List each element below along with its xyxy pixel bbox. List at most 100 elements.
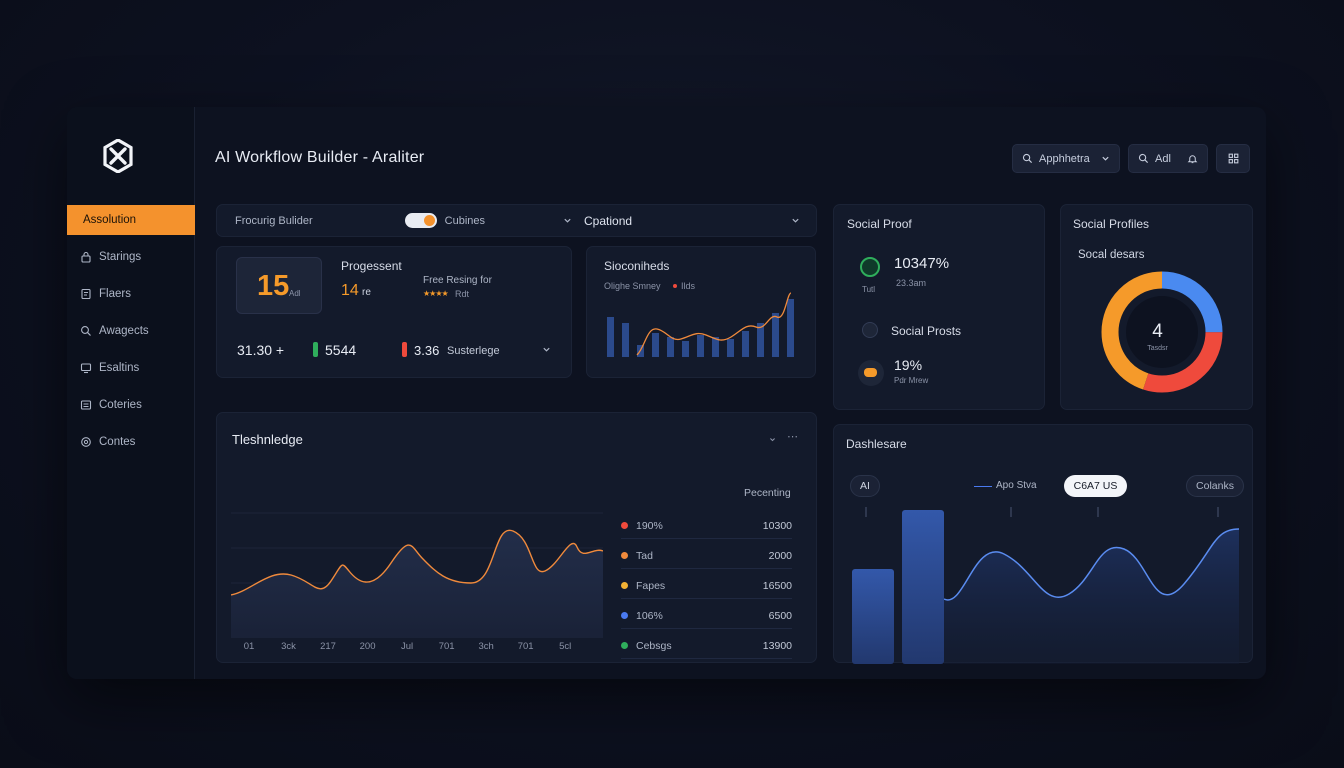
legend-row: 190% 10300 <box>621 513 792 539</box>
colanks-pill-label: Colanks <box>1196 480 1234 492</box>
legend-value: 6500 <box>768 609 792 622</box>
mini-bar <box>622 323 629 357</box>
legend-row: 106% 6500 <box>621 603 792 629</box>
stat-2: 5544 <box>325 342 357 358</box>
x-tick-label: 701 <box>438 641 455 652</box>
search-icon <box>1022 153 1033 164</box>
more-icon[interactable]: ⋯ <box>787 431 798 443</box>
social-profiles-title: Social Profiles <box>1073 217 1150 231</box>
colanks-pill[interactable]: Colanks <box>1186 475 1244 497</box>
sidebar-nav: Assolution Starings Flaers Awagects Esal… <box>67 205 195 464</box>
dash-bar <box>852 569 894 664</box>
stat-3: 3.36 <box>414 343 440 358</box>
progress-value-suffix: re <box>362 287 371 298</box>
sidebar-item-coteries[interactable]: Coteries <box>67 390 195 420</box>
mini-bar <box>787 299 794 357</box>
orange-badge-icon <box>864 368 877 377</box>
toggle-group[interactable]: Cubines <box>404 213 485 228</box>
sidebar-item-awagects[interactable]: Awagects <box>67 316 195 346</box>
legend-swatch <box>621 612 628 619</box>
donut-chart <box>1101 271 1223 393</box>
dashlesare-card: Dashlesare AI Apo Stva C6A7 US Colanks <box>833 424 1253 664</box>
grid-settings-icon <box>1228 153 1238 164</box>
legend-row: Cebsgs 13900 <box>621 633 792 659</box>
sidebar-item-starings[interactable]: Starings <box>67 242 195 272</box>
legend-title: Pecenting <box>744 487 791 499</box>
dropdown-label[interactable]: Cpationd <box>584 213 633 228</box>
sidebar-item-esaltins[interactable]: Esaltins <box>67 353 195 383</box>
social-posts-label: Social Prosts <box>891 324 962 338</box>
area-fill <box>231 530 603 638</box>
trend-line <box>231 529 603 596</box>
chevron-down-icon[interactable] <box>791 216 800 225</box>
sidebar-item-flaers[interactable]: Flaers <box>67 279 195 309</box>
line-chart-card: Tleshnledge ⋯ Pecenting 01 3ck 217 200 Jul 70… <box>216 412 817 663</box>
mini-trend-line <box>636 292 792 356</box>
settings-button[interactable] <box>1216 144 1250 173</box>
promo-sub: Rdt <box>455 289 470 299</box>
user-search-label: Adl <box>1155 152 1171 165</box>
big-number: 15 <box>257 270 290 302</box>
ai-pill-label: AI <box>860 480 870 492</box>
logo-icon[interactable] <box>101 139 135 173</box>
c6a7-button-label: C6A7 US <box>1073 480 1118 492</box>
mini-bar <box>757 323 764 357</box>
x-axis-ticks: 01 3ck 217 200 Jul 701 3ch 701 5cl <box>244 641 589 653</box>
legend-value: 2000 <box>768 549 792 562</box>
legend-label: Fapes <box>636 579 666 592</box>
wave-area <box>944 529 1239 664</box>
search-icon <box>81 326 91 336</box>
social-profiles-card: Social Profiles Socal desars 4 Tasdsr <box>1060 204 1253 410</box>
legend-label: Cebsgs <box>636 639 672 652</box>
search-dropdown-label: Apphhetra <box>1039 152 1090 165</box>
x-tick-label: 5cl <box>559 641 572 652</box>
line-chart-title: Tleshnledge <box>232 432 303 447</box>
chevron-down-icon[interactable] <box>769 435 776 444</box>
toggle-switch[interactable] <box>404 213 437 228</box>
series-line-swatch <box>974 486 992 487</box>
x-tick-label: 3ch <box>478 641 494 652</box>
chevron-down-icon[interactable] <box>563 216 572 225</box>
chat-icon <box>860 257 880 277</box>
bell-icon <box>1187 155 1198 164</box>
x-tick-label: 200 <box>359 641 376 652</box>
dash-bar <box>902 510 944 664</box>
social-stat-2-sub: Pdr Mrew <box>894 376 929 385</box>
ai-pill[interactable]: AI <box>850 475 880 497</box>
donut-center-label: Tasdsr <box>1147 345 1168 352</box>
sidebar-item-assolution[interactable]: Assolution <box>67 205 195 235</box>
x-tick-label: 01 <box>243 641 255 652</box>
sidebar-item-label: Flaers <box>99 288 131 300</box>
legend-value: 10300 <box>762 519 792 532</box>
x-tick-label: 217 <box>320 641 336 652</box>
mini-chart-title: Sioconiheds <box>604 259 670 273</box>
social-stat-1: 10347% <box>894 255 950 272</box>
c6a7-button[interactable]: C6A7 US <box>1064 475 1127 497</box>
donut-segment <box>1101 271 1223 393</box>
chevron-down-icon <box>1102 156 1109 161</box>
big-number-suffix: Adl <box>289 289 301 298</box>
sidebar-item-label: Coteries <box>99 399 142 411</box>
legend-row: Fapes 16500 <box>621 573 792 599</box>
legend-swatch <box>621 552 628 559</box>
search-dropdown[interactable]: Apphhetra <box>1012 144 1120 173</box>
sidebar-item-contes[interactable]: Contes <box>67 427 195 457</box>
mini-bar <box>712 337 719 357</box>
user-search-button[interactable]: Adl <box>1128 144 1208 173</box>
legend-value: 13900 <box>762 639 792 652</box>
sidebar-item-label: Esaltins <box>99 362 140 374</box>
dashlesare-title: Dashlesare <box>846 437 907 451</box>
series-label: Apo Stva <box>996 480 1037 491</box>
sidebar-item-label: Starings <box>99 251 142 263</box>
social-stat-1-sub: 23.3am <box>896 278 927 288</box>
mini-bar <box>727 339 734 357</box>
gear-icon <box>81 437 91 447</box>
sidebar: Assolution Starings Flaers Awagects Esal… <box>67 107 195 679</box>
page-title: AI Workflow Builder - Araliter <box>215 149 425 166</box>
chevron-down-icon[interactable] <box>542 345 551 354</box>
mini-bar <box>772 313 779 357</box>
sidebar-item-label: Assolution <box>83 214 137 226</box>
mini-bar-line-chart <box>607 292 794 357</box>
legend-swatch <box>621 642 628 649</box>
legend-swatch <box>621 522 628 529</box>
